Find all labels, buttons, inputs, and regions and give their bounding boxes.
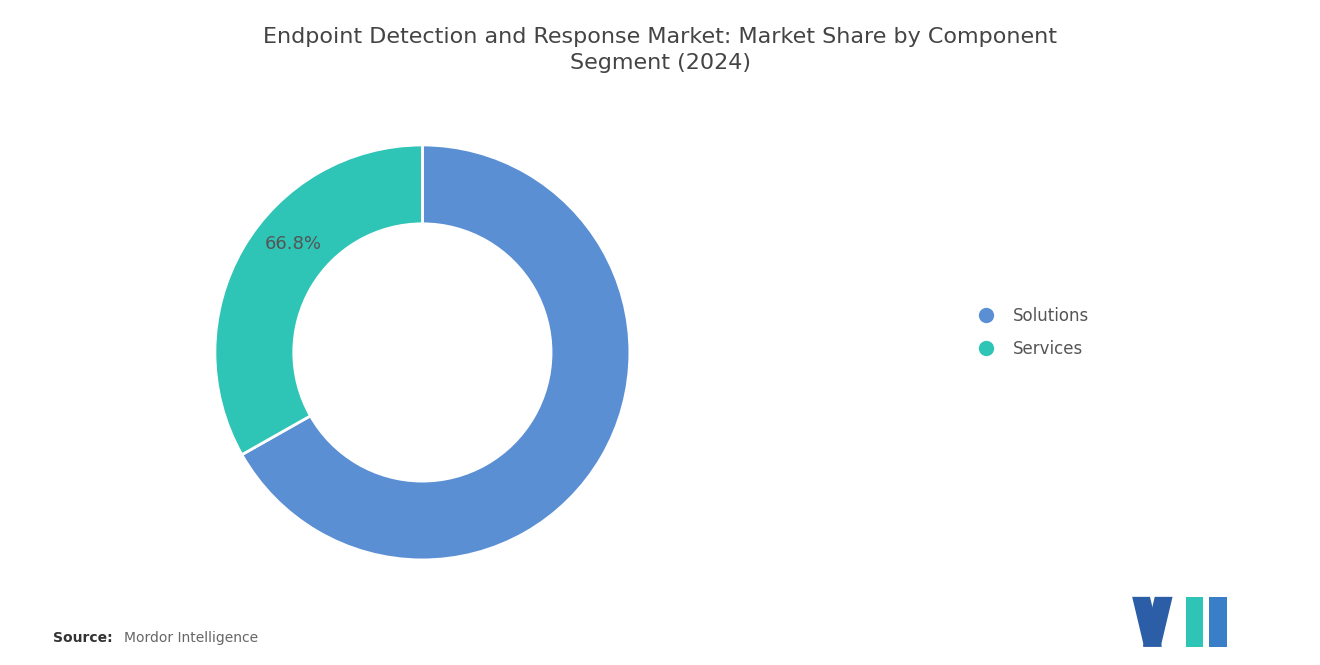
Polygon shape bbox=[1143, 597, 1172, 646]
Legend: Solutions, Services: Solutions, Services bbox=[961, 299, 1098, 366]
Text: Mordor Intelligence: Mordor Intelligence bbox=[124, 631, 259, 645]
Polygon shape bbox=[1185, 597, 1204, 646]
Text: Source:: Source: bbox=[53, 631, 112, 645]
Text: Endpoint Detection and Response Market: Market Share by Component
Segment (2024): Endpoint Detection and Response Market: … bbox=[263, 27, 1057, 73]
Polygon shape bbox=[1209, 597, 1228, 646]
Wedge shape bbox=[215, 145, 422, 455]
Polygon shape bbox=[1133, 597, 1162, 646]
Text: 66.8%: 66.8% bbox=[265, 235, 322, 253]
Wedge shape bbox=[242, 145, 630, 560]
Circle shape bbox=[294, 224, 550, 481]
